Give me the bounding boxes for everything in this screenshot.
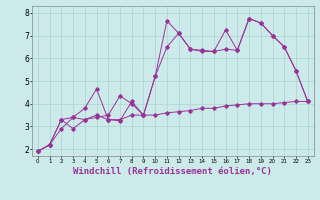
X-axis label: Windchill (Refroidissement éolien,°C): Windchill (Refroidissement éolien,°C) [73, 167, 272, 176]
